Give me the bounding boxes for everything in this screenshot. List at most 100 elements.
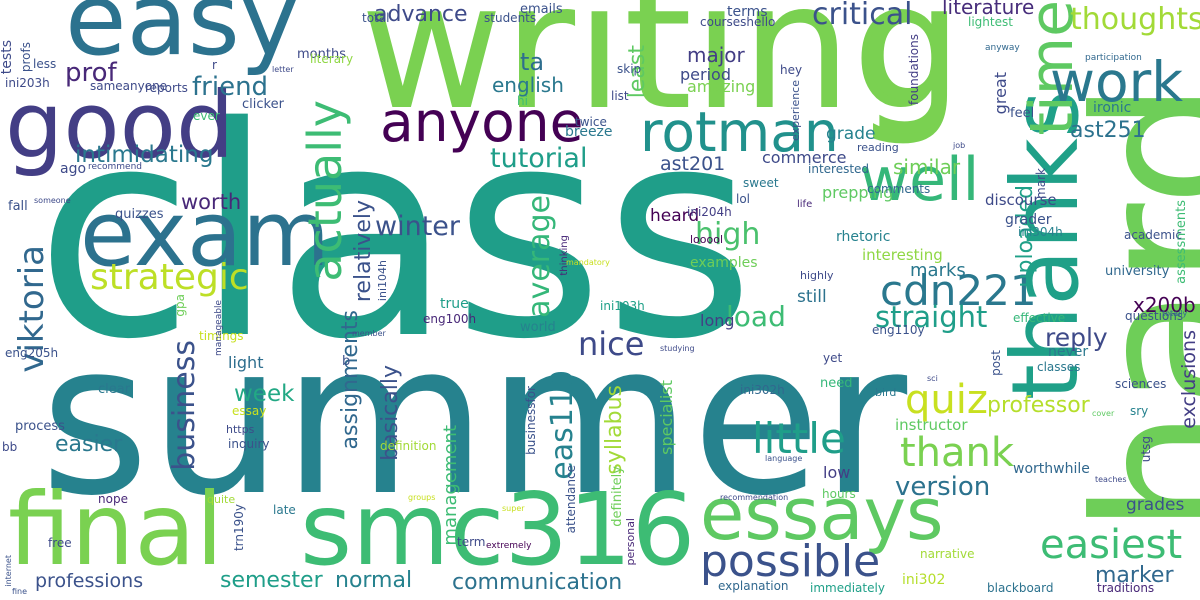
word-light: light <box>228 353 264 372</box>
word-reply: reply <box>1045 323 1108 352</box>
word-highly: highly <box>800 269 834 282</box>
word-writing: writing <box>360 0 963 149</box>
word-literary: literary <box>310 52 354 66</box>
word-trn190y: trn190y <box>232 504 246 552</box>
word-nope: nope <box>98 492 128 506</box>
word-explanation: explanation <box>718 579 789 593</box>
word-ago: ago <box>60 161 87 177</box>
word-essays: essays <box>700 472 944 556</box>
word-participation: participation <box>1085 53 1142 63</box>
word-groups: groups <box>408 493 436 502</box>
word-skip: skip <box>617 62 642 76</box>
word-lightest: lightest <box>968 15 1013 29</box>
word-long: long <box>700 311 735 330</box>
word-free: free <box>48 536 72 550</box>
word-grades: grades <box>1126 495 1185 515</box>
word-narrative: narrative <box>920 547 975 561</box>
word-months: months <box>297 47 346 62</box>
word-low: low <box>823 463 851 482</box>
word-eng100h: eng100h <box>423 312 477 326</box>
word-twice: twice <box>575 115 607 129</box>
word-mandatory: mandatory <box>566 258 610 267</box>
word-thinking: thinking <box>559 235 570 276</box>
word-utsg: utsg <box>1139 436 1153 463</box>
word-term: term <box>457 535 486 549</box>
word-students: students <box>484 11 537 25</box>
word-need: need <box>820 376 853 391</box>
word-university: university <box>1105 264 1170 279</box>
word-period: period <box>680 65 731 84</box>
word-professor: professor <box>987 393 1090 418</box>
word-winter: winter <box>375 211 460 242</box>
word-eng110y: eng110y <box>872 323 925 337</box>
word-thank: thank <box>900 430 1015 476</box>
word-marks: marks <box>910 260 966 281</box>
word-list: list <box>611 89 629 103</box>
word-english: english <box>492 73 564 97</box>
word-prepping: prepping <box>822 183 894 202</box>
word-true: true <box>440 296 469 312</box>
word-summer: summer <box>40 297 908 542</box>
word-gpa: gpa <box>173 294 187 317</box>
word-professions: professions <box>35 570 144 592</box>
word-sweet: sweet <box>743 176 779 190</box>
word-well: well <box>860 145 980 215</box>
word-clear: clear <box>98 382 131 397</box>
word-g: g <box>860 0 962 138</box>
word-x200b: x200b <box>1133 293 1196 317</box>
word-ini103h: ini103h <box>600 299 645 313</box>
word-good: good <box>5 72 235 179</box>
word-week: week <box>234 381 295 407</box>
word-average: average <box>522 195 557 318</box>
word-fine: fine <box>12 587 28 596</box>
word-experience: experience <box>789 80 802 141</box>
word-eng205h: eng205h <box>5 346 59 360</box>
word-courseshello: courseshello <box>700 15 776 29</box>
word-super: super <box>502 504 525 513</box>
word-normal: normal <box>335 568 413 593</box>
word-anyone: anyone <box>380 90 584 154</box>
word-literature: literature <box>942 0 1035 19</box>
word-lol: lol <box>736 192 751 206</box>
word-instructor: instructor <box>895 416 968 434</box>
word-thoughts: thoughts <box>1070 2 1200 37</box>
word-great: great <box>991 72 1010 115</box>
word-r: r <box>212 58 217 72</box>
word-recommendation: recommendation <box>720 493 789 502</box>
word-interested: interested <box>808 162 870 176</box>
word-classes: classes <box>1037 360 1081 374</box>
word-smc316: smc316 <box>300 471 696 588</box>
word-member: member <box>352 329 386 338</box>
word-fall: fall <box>8 199 28 214</box>
word-critical: critical <box>812 0 913 32</box>
word-quizzes: quizzes <box>115 207 164 222</box>
word-bird: bird <box>875 386 897 399</box>
word-actually: actually <box>298 100 352 282</box>
word-foundations: foundations <box>907 34 921 105</box>
word-interesting: interesting <box>862 246 943 264</box>
word-world: world <box>520 320 556 335</box>
word-bb: bb <box>2 440 18 454</box>
word-sciences: sciences <box>1115 377 1167 391</box>
word-essay: essay <box>232 404 267 418</box>
word-load: load <box>726 300 786 333</box>
word-specialist: specialist <box>657 380 676 455</box>
word-letter: letter <box>272 65 294 74</box>
word-cdn221: cdn221 <box>880 266 1037 315</box>
word-discourse: discourse <box>985 191 1057 209</box>
word-amazing: amazing <box>687 77 756 96</box>
word-less: less <box>33 57 57 71</box>
word-tests: tests <box>0 40 15 75</box>
word-sry: sry <box>1130 404 1149 418</box>
word-ini304h: ini304h <box>1018 225 1063 239</box>
word-sci: sci <box>927 374 938 383</box>
word-final: final <box>8 471 224 588</box>
word-similar: similar <box>893 155 961 179</box>
word-job: job <box>953 141 966 150</box>
word-mark: mark <box>1034 168 1048 199</box>
word-definition: definition <box>380 439 437 453</box>
word-businessfor: businessfor <box>524 386 538 455</box>
word-easiest: easiest <box>1040 522 1183 568</box>
word-ini204h: ini204h <box>687 205 732 219</box>
word-major: major <box>687 43 745 67</box>
